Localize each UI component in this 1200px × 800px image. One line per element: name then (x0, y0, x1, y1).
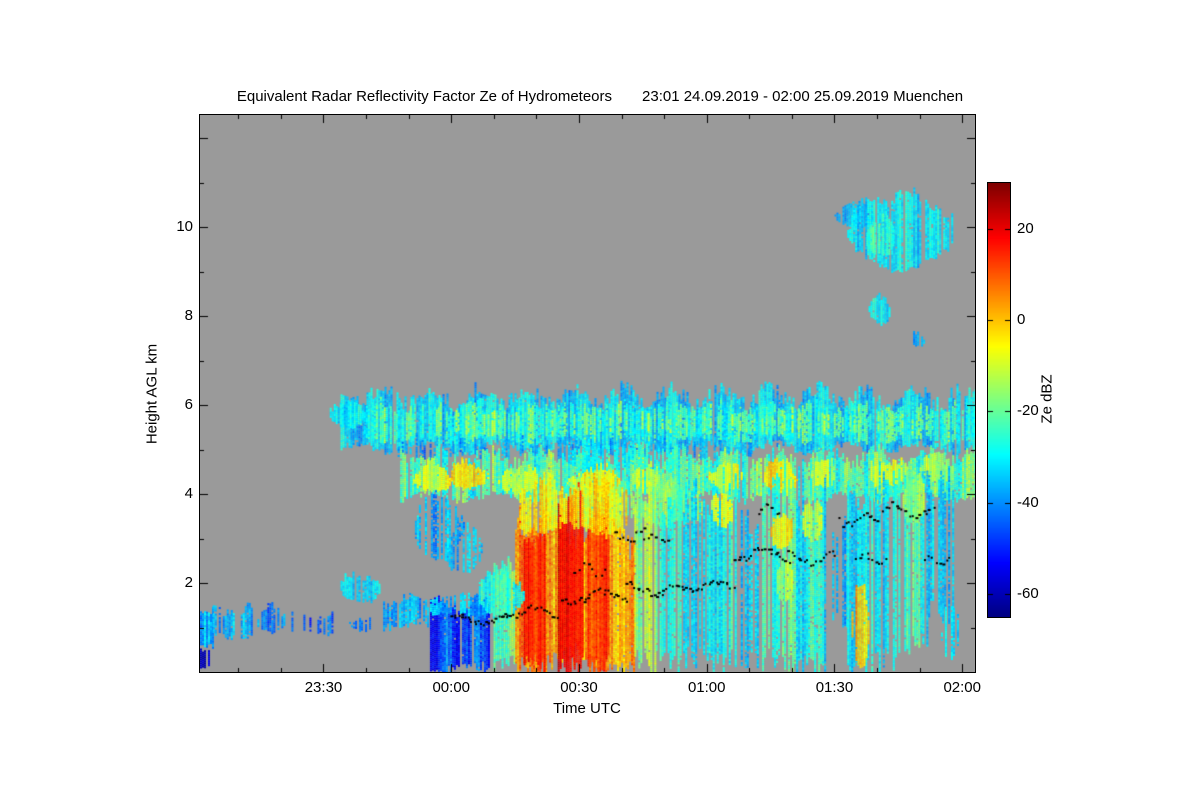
x-tick-label: 00:00 (432, 679, 471, 696)
radar-canvas (200, 115, 975, 672)
colorbar-label: Ze dBZ (1038, 374, 1056, 424)
y-tick-label: 6 (184, 396, 193, 414)
plot-area (199, 114, 976, 673)
colorbar-tick-label: 20 (1017, 219, 1034, 237)
chart-title-main: Equivalent Radar Reflectivity Factor Ze … (236, 88, 613, 105)
x-tick-label: 02:00 (943, 679, 981, 696)
colorbar-tick-label: -60 (1017, 585, 1039, 603)
x-tick-label: 01:00 (687, 679, 726, 696)
x-tick-label: 01:30 (815, 679, 854, 696)
x-axis-label: Time UTC (553, 700, 621, 717)
y-tick-label: 4 (184, 485, 193, 503)
chart-title: Equivalent Radar Reflectivity Factor Ze … (0, 88, 1200, 105)
colorbar (987, 182, 1011, 618)
x-tick-label: 00:30 (560, 679, 598, 696)
y-axis-label: Height AGL km (143, 343, 161, 445)
y-tick-label: 8 (184, 307, 193, 325)
colorbar-tick-label: -20 (1017, 402, 1039, 420)
y-tick-label: 2 (184, 574, 193, 592)
x-tick-label: 23:30 (304, 679, 343, 696)
colorbar-tick-label: -40 (1017, 493, 1039, 511)
colorbar-tick-label: 0 (1017, 311, 1026, 329)
y-tick-label: 10 (176, 218, 193, 236)
colorbar-canvas (988, 183, 1010, 617)
chart-title-period: 23:01 24.09.2019 - 02:00 25.09.2019 Muen… (642, 88, 964, 105)
